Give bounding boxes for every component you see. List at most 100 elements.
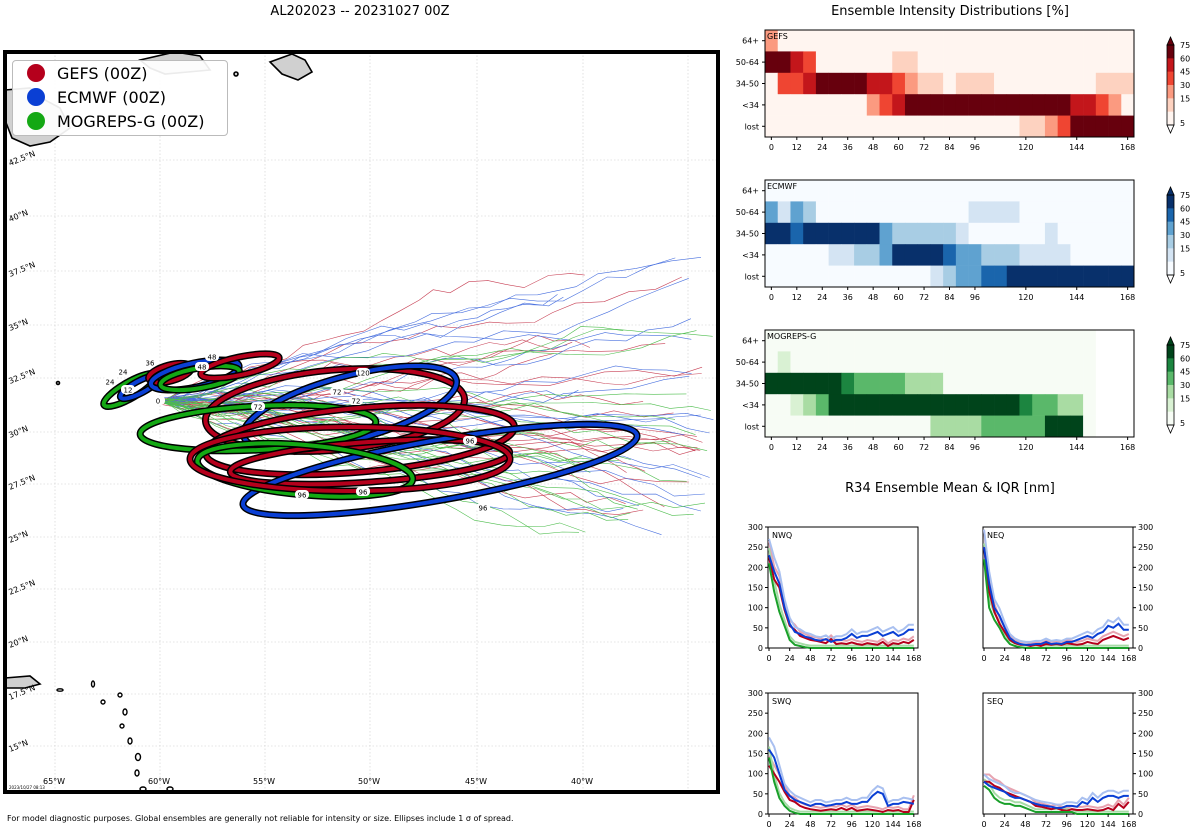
r34-y-tick: 300: [1138, 689, 1153, 698]
heatmap-cell: [1108, 222, 1122, 245]
heatmap-cell: [968, 372, 982, 395]
heatmap-cell: [777, 415, 791, 438]
heatmap-cell: [777, 351, 791, 374]
heatmap-cell: [1121, 72, 1135, 95]
r34-mean-line-ecmwf: [983, 780, 1129, 809]
heatmap-cell: [930, 94, 944, 116]
heatmap-cell: [1032, 265, 1046, 288]
heatmap-cell: [854, 115, 868, 138]
heatmap-cell: [1019, 244, 1033, 266]
heatmap-cell: [968, 201, 982, 224]
heatmap-cell: [1019, 115, 1033, 138]
r34-y-tick: 100: [748, 770, 763, 779]
legend-item-mogreps: MOGREPS-G (00Z): [13, 109, 227, 133]
heatmap-cell: [1057, 330, 1071, 352]
heatmap-cell: [765, 30, 779, 52]
heatmap-cell: [1006, 180, 1020, 202]
hour-label: 72: [330, 387, 344, 397]
heatmap-row-label: <34: [742, 251, 759, 260]
heatmap-cell: [1057, 265, 1071, 288]
r34-y-tick: 100: [1138, 770, 1153, 779]
colorbar-tick: 60: [1180, 54, 1190, 63]
heatmap-cell: [790, 394, 804, 416]
heatmap-cell: [1095, 94, 1109, 116]
r34-x-tick: 0: [766, 820, 771, 829]
r34-y-tick: 300: [748, 689, 763, 698]
heatmap-cell: [841, 265, 855, 288]
heatmap-cell: [1044, 244, 1058, 266]
heatmap-cell: [815, 72, 829, 95]
heatmap-cell: [866, 265, 880, 288]
r34-mean-line-ecmwf: [768, 554, 914, 643]
colorbar-tick: 15: [1180, 94, 1190, 103]
hour-label-bg: [116, 367, 130, 376]
hour-label: 96: [476, 503, 490, 513]
heatmap-x-tick: 12: [792, 143, 802, 152]
heatmap-cell: [777, 72, 791, 95]
heatmap-cell: [1044, 415, 1058, 438]
heatmap-x-tick: 24: [817, 443, 827, 452]
heatmap-row-label: 50-64: [736, 58, 759, 67]
heatmap-cell: [777, 222, 791, 245]
r34-x-tick: 48: [1020, 820, 1030, 829]
heatmap-cell: [1044, 72, 1058, 95]
heatmap-cell: [994, 244, 1008, 266]
colorbar-tick: 30: [1180, 81, 1190, 90]
r34-y-tick: 0: [1138, 644, 1143, 653]
colorbar-swatch: [1167, 385, 1174, 399]
heatmap-cell: [1006, 115, 1020, 138]
heatmap-cell: [1070, 115, 1084, 138]
heatmap-cell: [803, 180, 817, 202]
colorbar-swatch: [1167, 195, 1174, 209]
heatmap-cell: [1057, 351, 1071, 374]
colorbar-swatch: [1167, 45, 1174, 59]
heatmap-cell: [994, 330, 1008, 352]
heatmap-cell: [968, 30, 982, 52]
heatmap-cell: [955, 115, 969, 138]
heatmap-cell: [1108, 244, 1122, 266]
heatmap-cell: [866, 351, 880, 374]
heatmap-cell: [1006, 30, 1020, 52]
heatmap-cell: [955, 180, 969, 202]
heatmap-cell: [1070, 94, 1084, 116]
heatmap-cell: [790, 415, 804, 438]
heatmap-cell: [828, 244, 842, 266]
heatmap-cell: [981, 115, 995, 138]
heatmap-cell: [981, 372, 995, 395]
colorbar-swatch: [1167, 411, 1174, 426]
heatmap-cell: [904, 222, 918, 245]
hour-label-bg: [295, 490, 309, 499]
heatmap-cell: [866, 394, 880, 416]
heatmap-cell: [841, 351, 855, 374]
r34-panel: SEQ 300 250 200 150 100 50 0 0 24 48 72 96 120 144 168: [981, 689, 1153, 829]
ensemble-track-line: [158, 365, 692, 401]
heatmap-cell: [790, 201, 804, 224]
heatmap-cell: [1044, 330, 1058, 352]
heatmap-row-label: lost: [745, 122, 759, 131]
heatmap-cell: [854, 72, 868, 95]
heatmap-cell: [1108, 372, 1122, 395]
heatmap-cell: [1070, 180, 1084, 202]
heatmap-cell: [1121, 415, 1135, 438]
r34-x-tick: 72: [1041, 654, 1051, 663]
r34-x-tick: 120: [865, 654, 880, 663]
r34-panel: NWQ 300 250 200 150 100 50 00 24 48 72 96 120 144 168: [748, 523, 922, 663]
heatmap-cell: [765, 372, 779, 395]
heatmap-cell: [892, 30, 906, 52]
heatmap-cell: [1006, 51, 1020, 74]
heatmap-cell: [828, 51, 842, 74]
legend-label: GEFS (00Z): [57, 63, 148, 83]
heatmap-cell: [943, 30, 957, 52]
heatmap-cell: [955, 72, 969, 95]
heatmap-x-tick: 72: [919, 143, 929, 152]
heatmap-x-tick: 96: [970, 143, 980, 152]
heatmap-x-tick: 168: [1120, 293, 1135, 302]
heatmap-cell: [854, 94, 868, 116]
ensemble-track-line: [166, 326, 624, 400]
lon-label: 55°W: [253, 777, 275, 786]
heatmap-cell: [1032, 330, 1046, 352]
heatmap-cell: [968, 330, 982, 352]
heatmap-cell: [841, 51, 855, 74]
heatmap-row-label: 64+: [742, 337, 759, 346]
heatmap-cell: [841, 394, 855, 416]
